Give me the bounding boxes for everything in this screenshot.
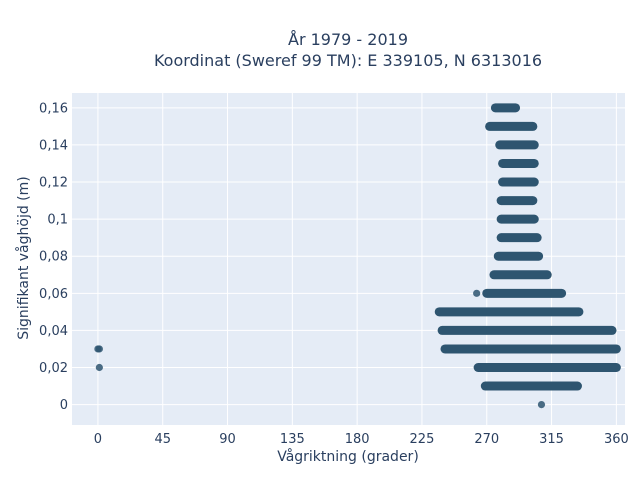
chart-title-line2: Koordinat (Sweref 99 TM): E 339105, N 63… [154, 51, 542, 70]
y-tick-label: 0 [60, 398, 68, 413]
y-tick-label: 0,04 [39, 324, 68, 339]
y-axis-ticks: 0 0,02 0,04 0,06 0,08 0,1 0,12 0,14 0,16 [39, 101, 68, 413]
data-band [495, 140, 539, 150]
x-tick-label: 135 [280, 432, 305, 447]
x-tick-label: 270 [474, 432, 499, 447]
data-band [498, 177, 539, 187]
data-band [482, 288, 567, 298]
data-band [489, 270, 552, 280]
y-tick-label: 0,16 [39, 101, 68, 116]
y-tick-label: 0,12 [39, 176, 68, 191]
x-tick-label: 360 [604, 432, 629, 447]
y-tick-label: 0,06 [39, 287, 68, 302]
data-points [94, 289, 579, 409]
data-band [480, 381, 582, 391]
data-bands [434, 103, 621, 391]
x-tick-label: 45 [154, 432, 171, 447]
x-tick-label: 90 [219, 432, 236, 447]
data-band [473, 363, 621, 373]
data-band [496, 214, 539, 224]
x-tick-label: 180 [345, 432, 370, 447]
data-band [496, 196, 538, 206]
x-tick-label: 0 [94, 432, 102, 447]
data-band [440, 344, 621, 354]
y-tick-label: 0,14 [39, 138, 68, 153]
data-band [485, 121, 538, 131]
x-tick-label: 225 [410, 432, 435, 447]
data-band [490, 103, 521, 113]
data-point [95, 363, 103, 372]
y-axis-title: Signifikant våghöjd (m) [15, 176, 32, 339]
data-point [570, 382, 579, 390]
y-tick-label: 0,08 [39, 250, 68, 265]
data-band [498, 158, 539, 168]
data-point [537, 400, 546, 409]
x-axis-ticks: 0 45 90 135 180 225 270 315 360 [94, 432, 629, 447]
data-band [493, 251, 544, 261]
y-tick-label: 0,02 [39, 361, 68, 376]
x-axis-title: Vågriktning (grader) [277, 448, 419, 465]
y-tick-label: 0,1 [47, 213, 68, 228]
data-point [95, 345, 103, 353]
chart-title-line1: År 1979 - 2019 [288, 30, 408, 49]
data-point [473, 289, 481, 297]
data-band [434, 307, 584, 317]
data-band [437, 325, 617, 335]
data-band [496, 233, 542, 243]
data-point [474, 363, 482, 372]
x-tick-label: 315 [539, 432, 564, 447]
